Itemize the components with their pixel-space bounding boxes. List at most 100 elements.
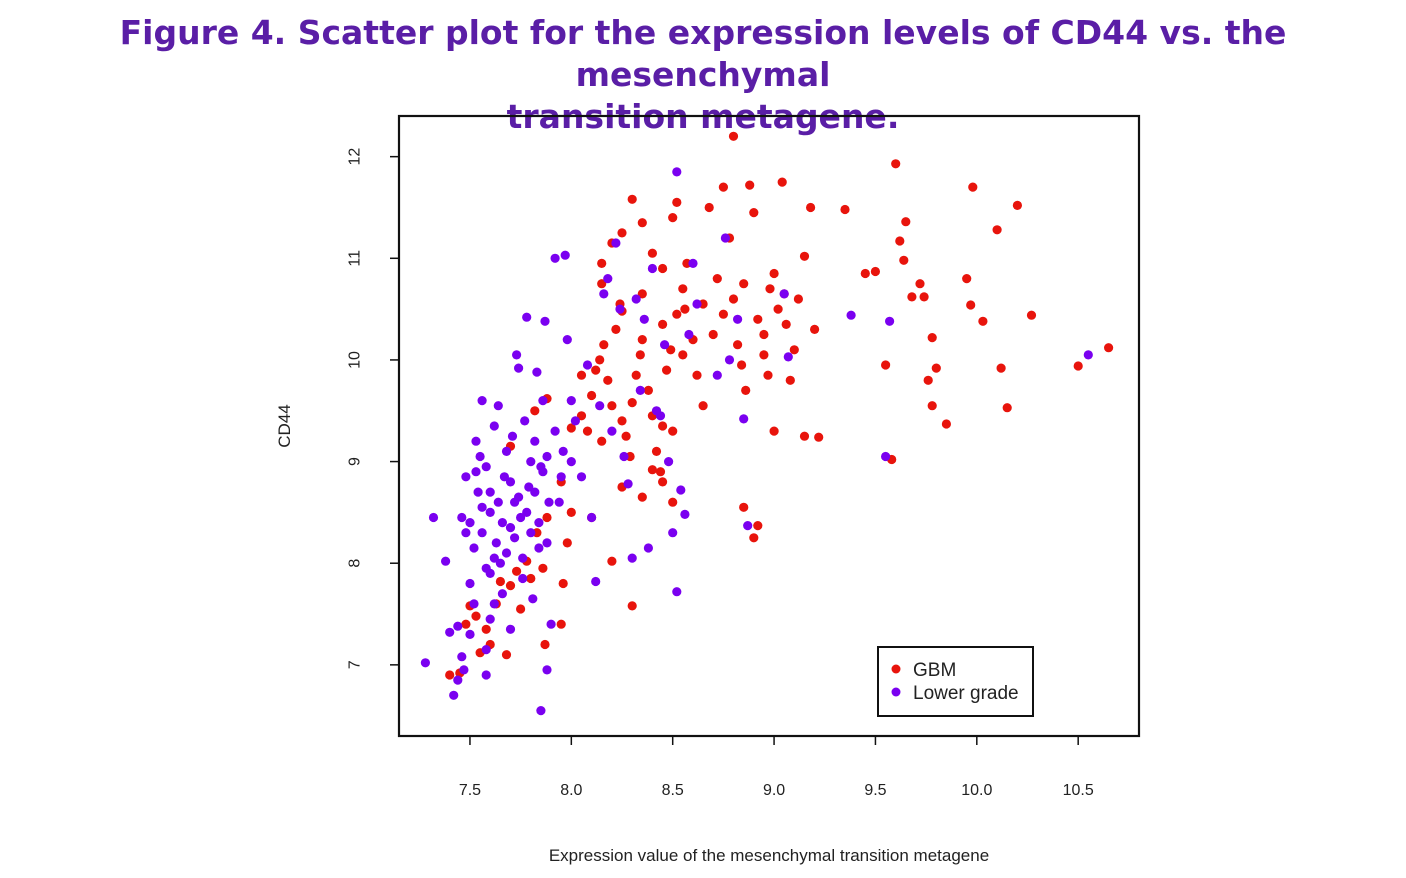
gbm-point: [739, 502, 749, 512]
lower-grade-point: [441, 556, 451, 566]
lower-grade-point: [676, 485, 686, 495]
lower-grade-point: [520, 416, 530, 426]
lower-grade-point: [493, 497, 503, 507]
gbm-point: [810, 324, 820, 334]
gbm-point: [927, 333, 937, 343]
lower-grade-point: [566, 396, 576, 406]
lower-grade-point: [528, 594, 538, 604]
lower-grade-point: [522, 312, 532, 322]
gbm-point: [1026, 310, 1037, 320]
gbm-point: [907, 292, 917, 302]
lower-grade-point: [461, 472, 471, 482]
lower-grade-point: [491, 538, 501, 548]
lower-grade-point: [481, 462, 491, 472]
gbm-point: [607, 556, 617, 566]
gbm-point: [753, 521, 763, 531]
lower-grade-point: [489, 599, 499, 609]
lower-grade-point: [885, 316, 895, 326]
lower-grade-point: [465, 518, 475, 528]
gbm-point: [870, 266, 881, 277]
gbm-point: [728, 294, 739, 304]
gbm-point: [698, 401, 708, 411]
gbm-point: [658, 421, 668, 431]
gbm-point: [773, 304, 783, 314]
gbm-point: [708, 329, 718, 340]
lower-grade-point: [505, 523, 516, 533]
lower-grade-point: [881, 451, 891, 462]
gbm-point: [806, 202, 816, 213]
lower-grade-point: [692, 299, 702, 309]
gbm-point: [505, 581, 516, 591]
data-points: [420, 131, 1114, 716]
gbm-point: [941, 419, 952, 429]
x-axis: 7.5 8.0 8.5 9.0 9.5 10.0 10.5: [459, 736, 1094, 799]
lower-grade-point: [743, 521, 753, 531]
lower-grade-point: [505, 477, 516, 487]
lower-grade-point: [627, 553, 637, 563]
gbm-point: [996, 363, 1006, 373]
lower-grade-point: [591, 576, 601, 587]
gbm-point: [495, 576, 505, 587]
gbm-point: [785, 375, 795, 385]
lower-grade-point: [615, 304, 625, 314]
gbm-point: [591, 365, 601, 375]
gbm-point: [840, 204, 850, 215]
gbm-point: [599, 340, 609, 350]
lower-grade-point: [643, 543, 654, 553]
lower-grade-point: [524, 482, 534, 492]
lower-grade-point: [532, 367, 542, 377]
lower-grade-point: [477, 502, 487, 512]
gbm-point: [607, 401, 617, 411]
gbm-point: [745, 180, 755, 190]
lower-grade-point: [544, 497, 554, 507]
lower-grade-point: [562, 335, 572, 345]
lower-grade-point: [846, 310, 856, 320]
lower-grade-point: [712, 370, 722, 380]
legend-label-lower-grade: Lower grade: [913, 683, 1019, 704]
gbm-point: [759, 350, 769, 360]
lower-grade-point: [501, 446, 512, 456]
gbm-point: [501, 650, 512, 660]
gbm-point: [1012, 200, 1023, 210]
lower-grade-point: [465, 629, 475, 640]
gbm-point: [516, 604, 526, 614]
lower-grade-point: [779, 289, 789, 299]
lower-grade-point: [469, 543, 479, 553]
lower-grade-point: [538, 396, 548, 406]
y-tick-label: 12: [347, 148, 364, 166]
lower-grade-point: [672, 587, 682, 597]
y-axis-label: CD44: [275, 404, 294, 447]
y-tick-label: 8: [347, 559, 364, 568]
gbm-point: [668, 213, 678, 223]
lower-grade-point: [635, 385, 645, 395]
lower-grade-point: [607, 426, 617, 436]
gbm-point: [635, 350, 645, 360]
legend-box: [877, 646, 1034, 717]
lower-grade-point: [664, 457, 674, 467]
gbm-point: [1104, 343, 1114, 353]
gbm-point: [978, 316, 988, 326]
y-tick-label: 7: [347, 660, 364, 669]
y-tick-label: 11: [347, 250, 364, 267]
lower-grade-point: [556, 472, 566, 482]
gbm-point: [566, 507, 576, 517]
gbm-point: [597, 279, 607, 289]
gbm-point: [621, 431, 631, 441]
lower-grade-point: [530, 436, 540, 446]
gbm-point: [471, 611, 481, 621]
gbm-point: [556, 619, 566, 629]
lower-grade-point: [485, 487, 495, 497]
gbm-point: [587, 390, 597, 401]
gbm-point: [915, 279, 925, 289]
lower-grade-point: [554, 497, 564, 507]
gbm-point: [576, 370, 587, 380]
lower-grade-point: [420, 658, 430, 668]
lower-grade-point: [514, 492, 524, 502]
lower-grade-point: [518, 553, 528, 563]
lower-grade-point: [1083, 350, 1093, 360]
legend-label-gbm: GBM: [913, 660, 956, 681]
lower-grade-point: [481, 645, 491, 655]
gbm-point: [643, 385, 654, 395]
lower-grade-point: [453, 675, 463, 685]
lower-grade-point: [505, 624, 516, 634]
